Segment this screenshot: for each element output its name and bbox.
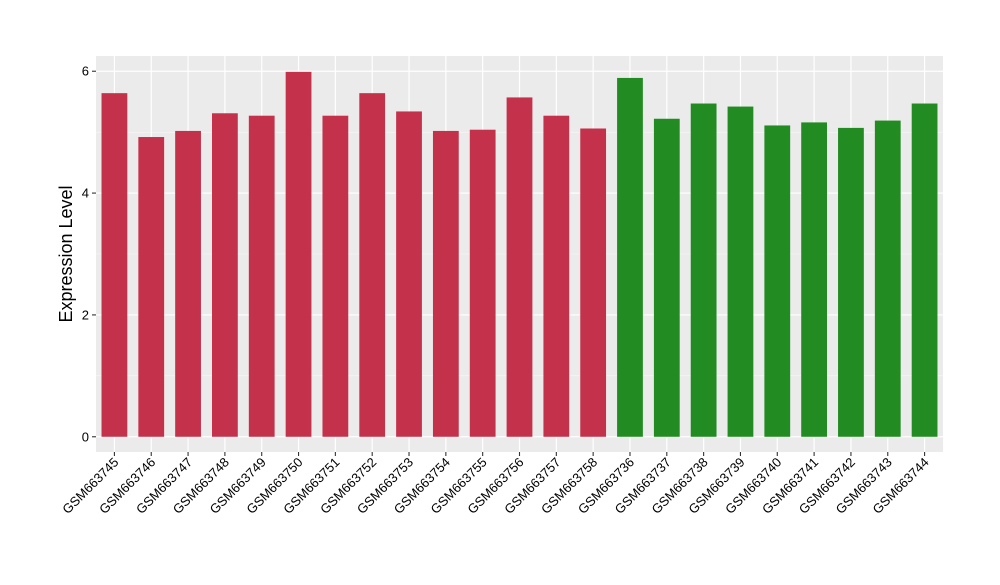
y-tick-label: 6: [82, 64, 89, 79]
bar-GSM663745: [101, 93, 128, 437]
bars: [101, 71, 938, 437]
bar-GSM663744: [911, 103, 938, 437]
y-tick-label: 2: [82, 307, 89, 322]
bar-GSM663737: [653, 118, 680, 437]
bar-GSM663742: [838, 127, 864, 437]
y-axis: 0 2 4 6: [82, 64, 96, 444]
y-tick-label: 4: [82, 186, 89, 201]
bar-GSM663750: [285, 71, 312, 437]
bar-GSM663748: [212, 113, 238, 437]
x-axis: GSM663745GSM663746GSM663747GSM663748GSM6…: [59, 452, 932, 517]
bar-GSM663746: [138, 137, 165, 437]
bar-GSM663740: [764, 125, 791, 437]
bar-GSM663749: [248, 115, 275, 437]
bar-GSM663739: [727, 106, 754, 437]
bar-GSM663752: [359, 93, 386, 437]
bar-GSM663758: [580, 128, 607, 437]
bar-GSM663743: [874, 120, 901, 437]
bar-GSM663756: [506, 97, 533, 437]
y-axis-label: Expression Level: [56, 185, 76, 322]
bar-GSM663738: [690, 103, 717, 437]
bar-GSM663757: [543, 115, 570, 437]
bar-GSM663741: [801, 122, 827, 437]
bar-GSM663754: [432, 130, 459, 437]
y-tick-label: 0: [82, 429, 89, 444]
bar-GSM663751: [322, 115, 349, 437]
bar-GSM663753: [396, 111, 422, 437]
bar-GSM663747: [175, 130, 201, 437]
bar-GSM663755: [469, 129, 496, 437]
bar-GSM663736: [617, 77, 643, 437]
